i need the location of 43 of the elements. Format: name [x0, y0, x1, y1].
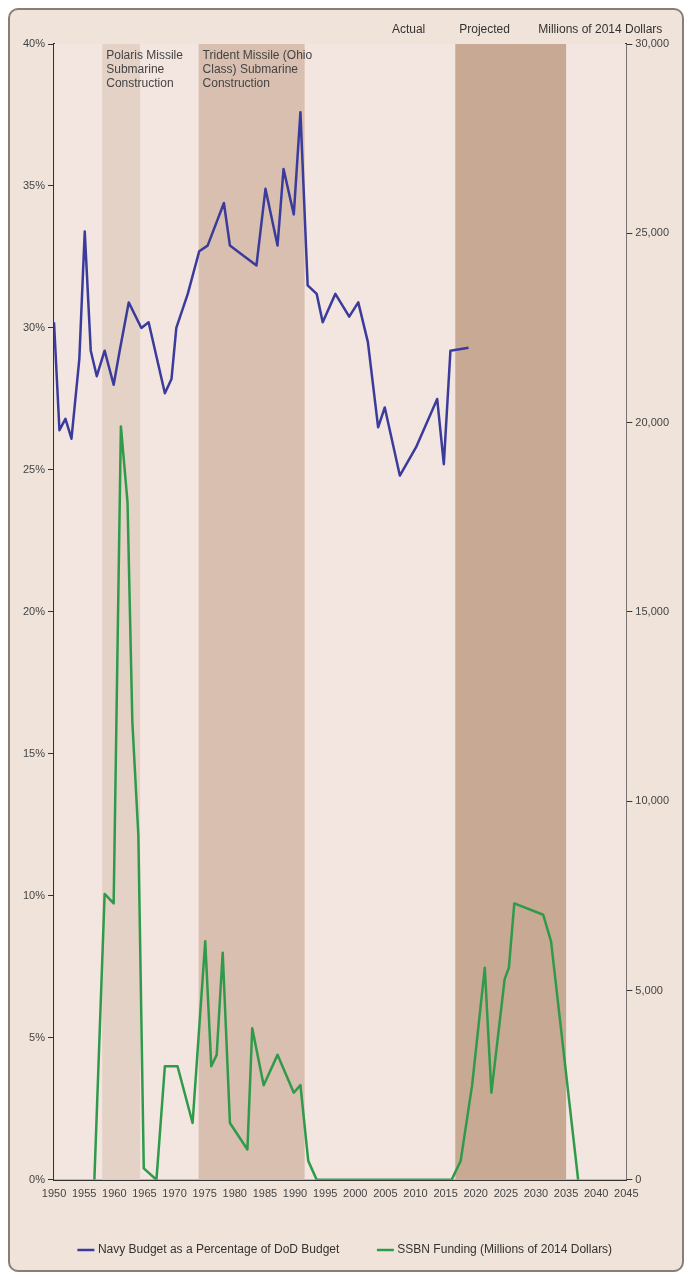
x-tick-label: 2010 — [403, 1187, 428, 1200]
y2-axis-title: Millions of 2014 Dollars — [538, 22, 663, 37]
x-tick-label: 2015 — [433, 1187, 458, 1200]
y-tick-label: 10% — [22, 888, 46, 901]
y2-tick-label: 0 — [635, 1172, 642, 1185]
band-label: Polaris Missile Submarine Construction — [106, 48, 184, 91]
x-tick-label: 2025 — [493, 1187, 519, 1200]
y-tick-label: 15% — [22, 746, 46, 759]
text: Actual — [391, 22, 426, 37]
y2-tick-label: 25,000 — [635, 226, 670, 239]
x-tick-label: 1955 — [71, 1187, 97, 1200]
y2-tick-label: 5,000 — [635, 983, 663, 996]
x-tick-label: 1990 — [282, 1187, 308, 1200]
legend-label: Navy Budget as a Percentage of DoD Budget — [97, 1242, 341, 1257]
x-tick-label: 1980 — [222, 1187, 247, 1200]
x-tick-label: 2005 — [373, 1187, 398, 1200]
x-tick-label: 1995 — [312, 1187, 338, 1200]
y-tick-label: 0% — [29, 1172, 46, 1185]
y-tick-label: 35% — [22, 179, 46, 192]
legend-label: SSBN Funding (Millions of 2014 Dollars) — [397, 1242, 613, 1257]
y-tick-label: 25% — [22, 462, 46, 475]
y-tick-label: 40% — [22, 37, 46, 50]
y-tick-label: 30% — [22, 320, 46, 333]
text: Projected — [459, 22, 510, 37]
band-label: Trident Missile (Ohio Class) Submarine Construction — [202, 48, 313, 91]
x-tick-label: 1970 — [162, 1187, 187, 1200]
y2-tick-label: 15,000 — [635, 604, 670, 617]
x-tick-label: 2030 — [523, 1187, 549, 1200]
x-tick-label: 2000 — [343, 1187, 368, 1200]
x-tick-label: 1965 — [132, 1187, 157, 1200]
x-tick-label: 1975 — [192, 1187, 217, 1200]
y2-tick-label: 20,000 — [635, 415, 670, 428]
y2-tick-label: 30,000 — [635, 37, 670, 50]
x-tick-label: 1985 — [252, 1187, 278, 1200]
x-tick-label: 2035 — [553, 1187, 579, 1200]
x-tick-label: 2020 — [463, 1187, 488, 1200]
x-tick-label: 1960 — [102, 1187, 127, 1200]
x-tick-label: 2045 — [614, 1187, 639, 1200]
x-tick-label: 2040 — [583, 1187, 609, 1200]
y-tick-label: 5% — [29, 1030, 46, 1043]
y-tick-label: 20% — [22, 604, 46, 617]
y2-tick-label: 10,000 — [635, 794, 670, 807]
x-tick-label: 1950 — [41, 1187, 67, 1200]
